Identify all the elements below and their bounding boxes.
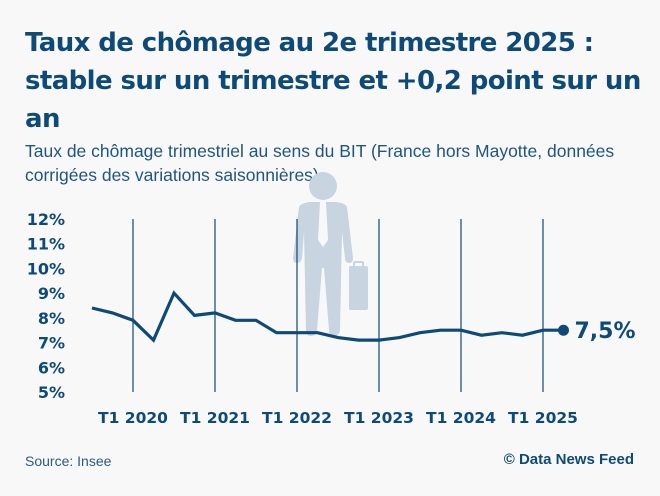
data-point-t3-2019: [90, 306, 94, 310]
last-value-label: 7,5%: [575, 319, 636, 344]
data-point-t4-2022: [357, 338, 361, 342]
data-point-t1-2023: [377, 338, 381, 342]
data-point-t4-2019: [111, 311, 115, 315]
data-point-t3-2022: [336, 336, 340, 340]
businessman-illustration-icon: [293, 172, 368, 336]
x-tick-label: T1 2021: [180, 409, 250, 427]
data-point-t2-2024: [480, 333, 484, 337]
x-tick-label: T1 2020: [98, 409, 168, 427]
data-point-t2-2023: [398, 336, 402, 340]
x-tick-label: T1 2025: [508, 409, 578, 427]
data-point-t1-2022: [295, 331, 299, 335]
copyright-credit: © Data News Feed: [503, 451, 634, 468]
y-tick-label: 12%: [27, 210, 65, 229]
x-tick-label: T1 2022: [262, 409, 332, 427]
x-tick-label: T1 2024: [426, 409, 496, 427]
data-point-t1-2021: [213, 311, 217, 315]
x-axis: T1 2020 T1 2021 T1 2022 T1 2023 T1 2024 T1 20…: [98, 409, 578, 427]
data-point-t2-2020: [152, 338, 156, 342]
y-tick-label: 5%: [38, 383, 65, 402]
data-point-t1-2024: [459, 328, 463, 332]
data-point-t3-2023: [418, 331, 422, 335]
y-tick-label: 9%: [38, 284, 65, 303]
data-point-t2-2021: [234, 318, 238, 322]
data-point-t2-2022: [316, 331, 320, 335]
y-tick-label: 7%: [38, 334, 65, 353]
data-point-t3-2020: [172, 291, 176, 295]
y-axis: 12% 11% 10% 9% 8% 7% 6% 5%: [27, 210, 65, 402]
tie-icon: [318, 202, 328, 247]
last-value-marker: [558, 324, 569, 336]
data-point-t4-2021: [275, 331, 279, 335]
chart-title: Taux de chômage au 2e trimestre 2025 : s…: [25, 28, 641, 134]
data-point-t3-2021: [254, 318, 258, 322]
data-point-t1-2020: [131, 318, 135, 322]
data-point-t4-2024: [521, 333, 525, 337]
x-tick-label: T1 2023: [344, 409, 414, 427]
data-point-t4-2020: [193, 313, 197, 317]
y-tick-label: 6%: [38, 358, 65, 377]
data-point-t3-2024: [500, 331, 504, 335]
gridlines: [132, 219, 544, 392]
source-note: Source: Insee: [25, 453, 112, 469]
data-point-t4-2023: [439, 328, 443, 332]
y-tick-label: 10%: [27, 259, 65, 278]
chart-subtitle: Taux de chômage trimestriel au sens du B…: [25, 141, 615, 185]
plot-area: 7,5%: [90, 290, 636, 344]
data-point-t1-2025: [541, 328, 545, 332]
y-tick-label: 11%: [27, 235, 65, 254]
y-tick-label: 8%: [38, 309, 65, 328]
series-line-taux-de-chomage: [91, 290, 564, 343]
